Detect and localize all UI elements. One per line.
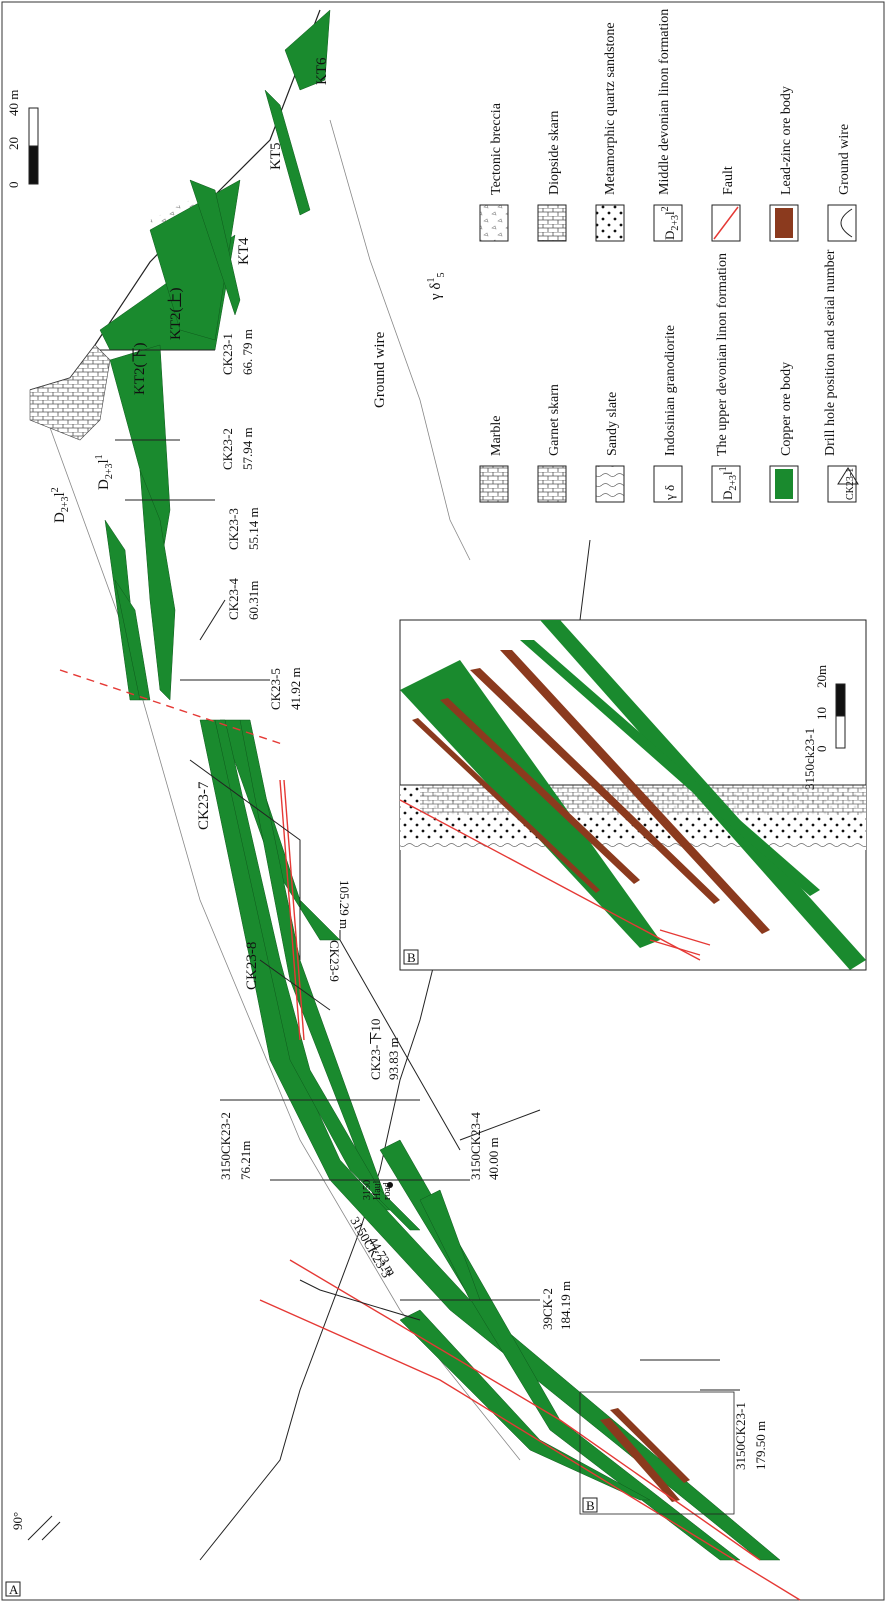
svg-text:Metamorphic quartz sandstone: Metamorphic quartz sandstone bbox=[603, 22, 618, 195]
svg-text:10: 10 bbox=[814, 707, 829, 720]
legend-upper-devonian: D2+3l1 The upper devonian linon formatio… bbox=[711, 253, 741, 503]
svg-text:Marble: Marble bbox=[489, 416, 504, 456]
svg-text:CK23-9: CK23-9 bbox=[327, 940, 342, 982]
leadzinc-ore-bodies-main bbox=[600, 1408, 690, 1502]
kt4-label: KT4 bbox=[236, 237, 252, 265]
svg-text:Middle devonian linon formatio: Middle devonian linon formation bbox=[657, 9, 672, 195]
svg-text:CK23-1: CK23-1 bbox=[220, 333, 235, 375]
svg-text:60.31m: 60.31m bbox=[246, 581, 261, 620]
legend-drill-hole: CK23-1 Drill hole position and serial nu… bbox=[823, 249, 859, 503]
legend: Tectonic breccia Marble Diopside skarn G… bbox=[479, 9, 859, 503]
svg-text:0: 0 bbox=[814, 746, 829, 753]
scale-bar-main: 0 20 40 m bbox=[6, 90, 39, 189]
haul-road-label-1: 3150 bbox=[362, 1180, 373, 1200]
svg-text:Drill hole position and serial: Drill hole position and serial number bbox=[823, 249, 838, 456]
legend-copper-ore: Copper ore body bbox=[769, 362, 799, 503]
svg-text:CK23-1: CK23-1 bbox=[845, 468, 856, 500]
kt6-label: KT6 bbox=[314, 57, 330, 85]
copper-ore-bodies bbox=[99, 9, 781, 1561]
svg-text:40.00 m: 40.00 m bbox=[486, 1137, 501, 1180]
svg-text:The upper devonian linon forma: The upper devonian linon formation bbox=[715, 253, 730, 456]
dip-symbol: 90° bbox=[10, 1512, 61, 1541]
legend-fault: Fault bbox=[711, 166, 741, 242]
svg-text:76.21m: 76.21m bbox=[238, 1141, 253, 1180]
svg-text:20m: 20m bbox=[814, 665, 829, 688]
svg-text:CK23-4: CK23-4 bbox=[226, 578, 241, 620]
svg-text:90°: 90° bbox=[10, 1512, 25, 1530]
svg-text:Tectonic breccia: Tectonic breccia bbox=[489, 102, 504, 195]
svg-text:66. 79 m: 66. 79 m bbox=[240, 329, 255, 375]
formation-label-top: D2+3l2 bbox=[50, 487, 71, 523]
svg-text:γ δ: γ δ bbox=[662, 485, 677, 501]
svg-text:3150ck23-1: 3150ck23-1 bbox=[802, 728, 817, 790]
svg-text:40 m: 40 m bbox=[6, 90, 21, 116]
legend-ground-wire: Ground wire bbox=[827, 124, 857, 242]
svg-text:20: 20 bbox=[6, 137, 21, 150]
svg-text:Garnet skarn: Garnet skarn bbox=[547, 384, 562, 456]
svg-text:Fault: Fault bbox=[721, 166, 736, 195]
legend-marble: Marble bbox=[479, 416, 509, 503]
inset-b-panel: B 0 10 20m 3150ck23-1 bbox=[399, 619, 867, 971]
svg-text:B: B bbox=[407, 950, 416, 965]
panel-a-box bbox=[5, 1581, 21, 1597]
svg-text:3150CK23-4: 3150CK23-4 bbox=[468, 1112, 483, 1180]
svg-text:CK23-2: CK23-2 bbox=[220, 428, 235, 470]
svg-text:CK23-5: CK23-5 bbox=[268, 668, 283, 710]
svg-text:Diopside skarn: Diopside skarn bbox=[547, 111, 562, 195]
haul-road-point bbox=[387, 1182, 393, 1188]
legend-metamorphic-quartz-sandstone: Metamorphic quartz sandstone bbox=[595, 22, 625, 242]
inset-b-locator bbox=[579, 1391, 735, 1515]
svg-text:CK23-下10: CK23-下10 bbox=[368, 1019, 383, 1080]
svg-text:D2+3l2: D2+3l2 bbox=[660, 206, 681, 240]
kt5-label: KT5 bbox=[268, 143, 284, 171]
svg-text:CK23-8: CK23-8 bbox=[244, 942, 260, 990]
svg-text:184.19 m: 184.19 m bbox=[558, 1281, 573, 1330]
ground-wire-label: Ground wire bbox=[372, 331, 388, 408]
svg-text:CK23-7: CK23-7 bbox=[196, 781, 212, 830]
legend-lead-zinc-ore: Lead-zinc ore body bbox=[769, 86, 799, 242]
haul-road-label-3: road bbox=[382, 1182, 393, 1200]
legend-sandy-slate: Sandy slate bbox=[595, 392, 625, 503]
ground-wire-line bbox=[329, 119, 471, 561]
svg-text:Ground wire: Ground wire bbox=[837, 124, 852, 195]
formation-label-lower: D2+3l1 bbox=[94, 454, 115, 490]
svg-text:Copper ore body: Copper ore body bbox=[779, 362, 794, 456]
faults bbox=[59, 669, 801, 1601]
panel-label-a: A bbox=[9, 1582, 19, 1597]
kt2-upper-label: KT2(上) bbox=[167, 288, 184, 341]
legend-tectonic-breccia: Tectonic breccia bbox=[479, 102, 509, 242]
svg-text:179.50 m: 179.50 m bbox=[753, 1421, 768, 1470]
svg-text:3150CK23-2: 3150CK23-2 bbox=[218, 1112, 233, 1180]
svg-text:D2+3l1: D2+3l1 bbox=[718, 466, 739, 500]
svg-text:Sandy slate: Sandy slate bbox=[605, 392, 620, 456]
svg-text:41.92 m: 41.92 m bbox=[288, 667, 303, 710]
svg-text:105.29 m: 105.29 m bbox=[337, 880, 352, 929]
drill-hole-labels: CK23-1 66. 79 m CK23-2 57.94 m CK23-3 55… bbox=[196, 329, 768, 1470]
haul-road-label-2: Haul bbox=[372, 1180, 383, 1200]
svg-text:57.94 m: 57.94 m bbox=[240, 427, 255, 470]
inset-b-locator-tag bbox=[582, 1497, 598, 1513]
inset-b-locator-label: B bbox=[586, 1498, 595, 1513]
svg-text:CK23-3: CK23-3 bbox=[226, 508, 241, 550]
granodiorite-label: γ δ15 bbox=[426, 273, 447, 301]
svg-text:0: 0 bbox=[6, 182, 21, 189]
svg-text:3150CK23-1: 3150CK23-1 bbox=[733, 1402, 748, 1470]
legend-garnet-skarn: Garnet skarn bbox=[537, 384, 567, 503]
drill-holes-main bbox=[100, 349, 740, 1391]
svg-text:55.14 m: 55.14 m bbox=[246, 507, 261, 550]
svg-text:Lead-zinc ore body: Lead-zinc ore body bbox=[779, 86, 794, 195]
kt2-lower-label: KT2(下) bbox=[132, 343, 148, 396]
legend-middle-devonian: D2+3l2 Middle devonian linon formation bbox=[653, 9, 683, 242]
svg-text:93.83 m: 93.83 m bbox=[386, 1037, 401, 1080]
svg-text:39CK-2: 39CK-2 bbox=[540, 1288, 555, 1330]
legend-indosinian-granodiorite: γ δ Indosinian granodiorite bbox=[653, 325, 683, 503]
legend-diopside-skarn: Diopside skarn bbox=[537, 111, 567, 242]
svg-text:Indosinian granodiorite: Indosinian granodiorite bbox=[663, 325, 678, 456]
marble-outcrop bbox=[29, 344, 111, 441]
